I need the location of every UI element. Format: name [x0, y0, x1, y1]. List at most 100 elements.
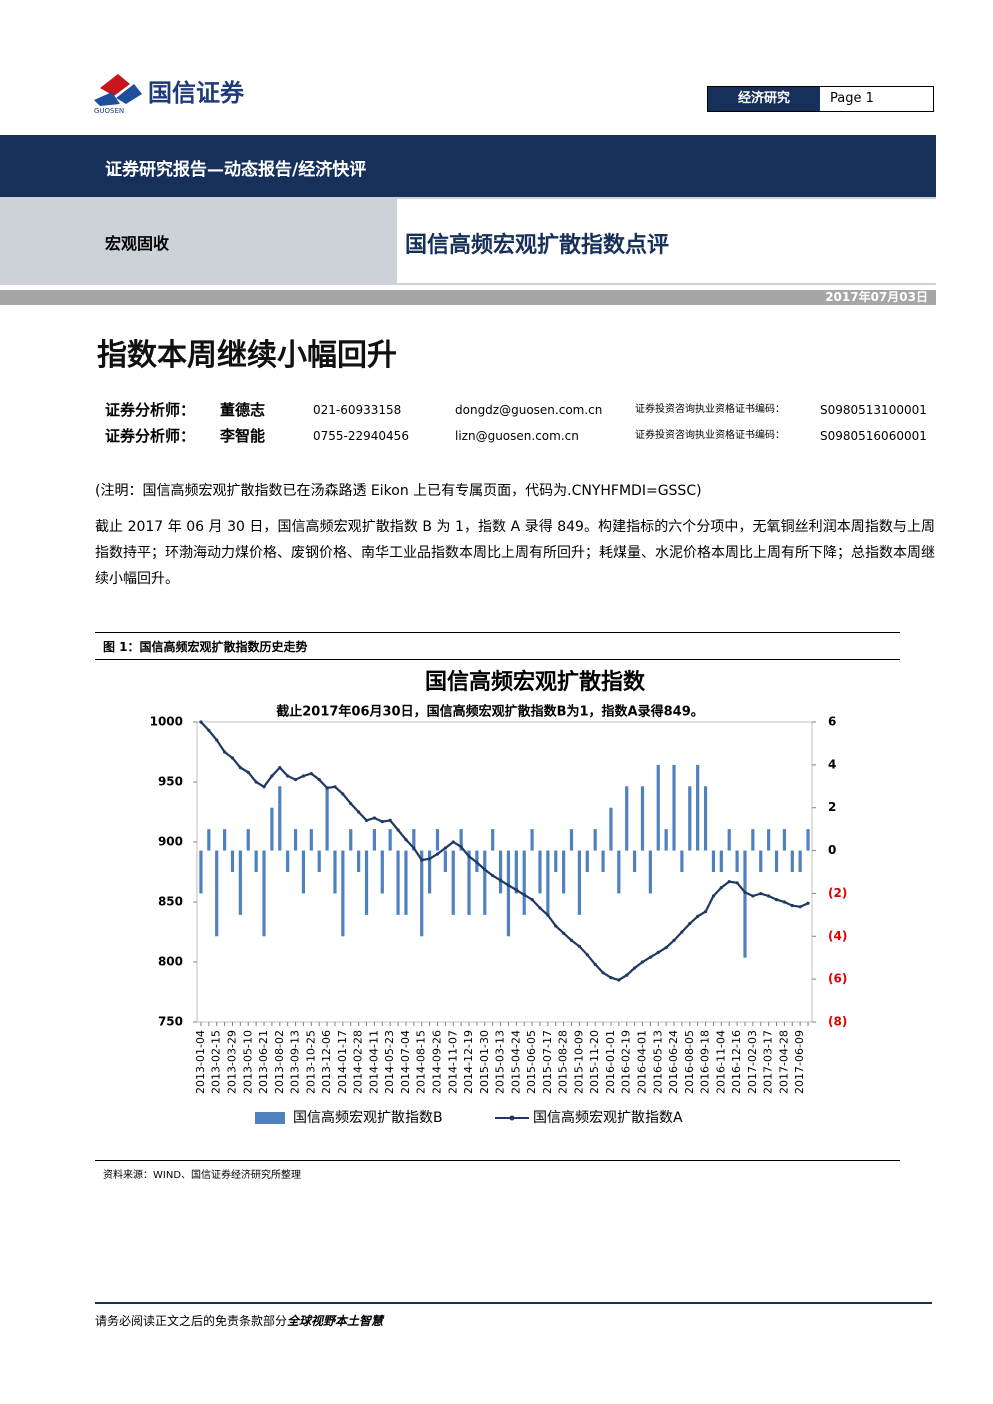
x-tick-label: 2016-11-04	[714, 1030, 727, 1094]
x-tick-label: 2013-03-29	[225, 1030, 238, 1094]
line-point	[506, 883, 511, 887]
bar	[538, 850, 542, 894]
line-point	[357, 810, 361, 814]
line-point	[396, 828, 400, 832]
line-point	[546, 913, 550, 917]
x-tick-label: 2015-04-24	[509, 1030, 522, 1094]
line-point	[325, 786, 329, 790]
page-number: Page 1	[830, 91, 874, 106]
line-point	[435, 852, 440, 856]
x-tick-label: 2014-09-26	[430, 1030, 443, 1094]
bar	[286, 850, 290, 872]
bar	[625, 786, 629, 851]
x-tick-label: 2014-11-07	[446, 1030, 459, 1094]
line-point	[609, 976, 613, 980]
line-point	[491, 874, 495, 878]
slogan: 全球视野本土智慧	[287, 1314, 384, 1328]
y2-tick-label: 6	[828, 715, 836, 729]
bar	[270, 807, 274, 851]
line-point	[562, 931, 566, 935]
bar	[656, 764, 660, 851]
bar	[696, 764, 700, 851]
bar	[333, 850, 337, 894]
line-point	[727, 880, 731, 884]
x-tick-label: 2016-09-18	[699, 1030, 712, 1094]
bar	[404, 850, 408, 915]
bar	[372, 829, 377, 851]
line-point	[278, 766, 282, 770]
bar	[703, 786, 708, 851]
bar	[388, 829, 392, 851]
line-point	[767, 894, 771, 898]
line-point	[554, 924, 558, 928]
line-point	[483, 868, 487, 872]
x-tick-label: 2013-05-10	[241, 1030, 254, 1094]
headline: 指数本周继续小幅回升	[97, 338, 397, 373]
y2-tick-label: (6)	[828, 972, 847, 986]
line-point	[703, 910, 708, 914]
bar	[435, 829, 440, 851]
line-point	[759, 892, 763, 896]
legend-swatch	[509, 1115, 515, 1121]
line-point	[632, 966, 637, 970]
line-point	[664, 946, 668, 950]
bar	[215, 850, 219, 937]
line-point	[782, 900, 787, 904]
legend-swatch	[255, 1112, 285, 1124]
report-title: 国信高频宏观扩散指数点评	[405, 233, 670, 258]
line-point	[349, 802, 353, 806]
line-point	[711, 894, 716, 898]
line-point	[364, 818, 369, 822]
y-tick-label: 850	[158, 895, 183, 909]
x-tick-label: 2017-02-03	[746, 1030, 759, 1094]
x-tick-label: 2013-06-21	[257, 1030, 270, 1094]
bar	[230, 850, 235, 872]
y-tick-label: 750	[158, 1015, 183, 1029]
footer-rule	[95, 1302, 932, 1304]
x-tick-label: 2016-05-13	[651, 1030, 664, 1094]
bar	[640, 786, 645, 851]
bar	[301, 850, 306, 894]
y-tick-label: 800	[158, 955, 183, 969]
bar	[711, 850, 716, 872]
line-point	[617, 978, 621, 982]
line-point	[498, 878, 503, 882]
bar	[806, 829, 810, 851]
legend-label: 国信高频宏观扩散指数A	[533, 1109, 683, 1126]
line-point	[317, 778, 321, 782]
bar	[609, 807, 613, 851]
line-point	[688, 922, 692, 926]
bar	[522, 850, 526, 915]
bar	[562, 850, 566, 894]
bar	[680, 850, 684, 872]
bar	[759, 850, 763, 872]
plot-frame	[196, 721, 813, 1023]
x-tick-label: 2014-04-11	[367, 1030, 380, 1094]
bar	[396, 850, 400, 915]
source: 资料来源：WIND、国信证券经济研究所整理	[103, 1170, 302, 1181]
bar	[569, 829, 574, 851]
bar	[199, 850, 203, 894]
bar	[593, 829, 597, 851]
logo: 国信证券 GUOSEN	[94, 74, 245, 115]
logo-mark	[116, 84, 142, 104]
x-tick-label: 2015-11-20	[588, 1030, 601, 1094]
bar	[632, 850, 637, 872]
x-tick-label: 2013-09-13	[289, 1030, 302, 1094]
line-point	[735, 881, 739, 885]
bar	[617, 850, 621, 894]
bar	[498, 850, 503, 894]
chart-title: 国信高频宏观扩散指数	[425, 669, 646, 695]
line-point	[585, 953, 589, 957]
line-point	[798, 905, 802, 909]
bar	[790, 850, 794, 872]
line-point	[648, 955, 652, 959]
logo-name: 国信证券	[148, 79, 245, 107]
line-point	[467, 854, 471, 858]
analyst-name: 董德志	[220, 401, 266, 419]
bar	[672, 764, 676, 851]
legend-label: 国信高频宏观扩散指数B	[293, 1109, 443, 1126]
line-point	[640, 960, 645, 964]
line-point	[443, 846, 447, 850]
